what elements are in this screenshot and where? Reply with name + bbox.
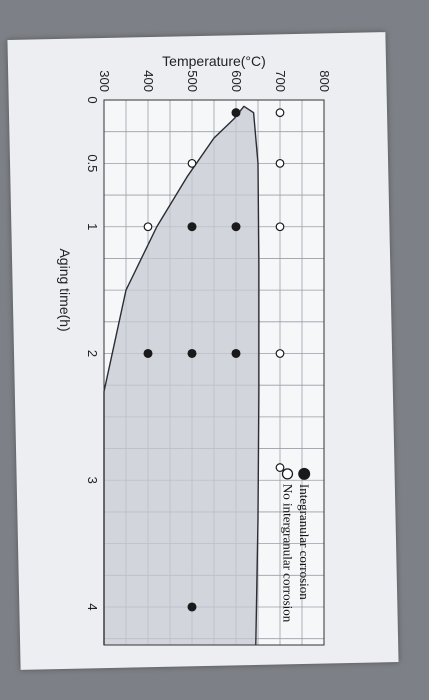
- point-no-intergranular-corrosion: [275, 463, 285, 472]
- point-no-intergranular-corrosion: [275, 349, 285, 358]
- legend-marker-integranular: [298, 467, 311, 480]
- y-axis-label: Temperature(°C): [162, 53, 266, 69]
- point-intergranular-corrosion: [231, 222, 241, 232]
- point-intergranular-corrosion: [187, 602, 197, 612]
- x-tick-label: 0.5: [85, 154, 100, 172]
- point-intergranular-corrosion: [187, 222, 197, 232]
- point-intergranular-corrosion: [187, 348, 197, 358]
- x-tick-label: 0: [85, 96, 100, 103]
- point-no-intergranular-corrosion: [143, 222, 153, 232]
- x-tick-label: 3: [85, 477, 100, 484]
- x-tick-label: 1: [85, 223, 100, 230]
- data-points: [143, 108, 285, 612]
- y-tick-label: 300: [97, 70, 112, 92]
- x-tick-label: 4: [85, 603, 100, 610]
- point-intergranular-corrosion: [231, 348, 241, 358]
- point-intergranular-corrosion: [143, 348, 153, 358]
- y-tick-label: 500: [185, 70, 200, 92]
- point-no-intergranular-corrosion: [275, 222, 285, 232]
- corrosion-region-fill: [104, 106, 259, 645]
- point-no-intergranular-corrosion: [275, 108, 285, 118]
- point-intergranular-corrosion: [231, 108, 241, 118]
- y-tick-label: 700: [273, 70, 288, 92]
- tick-labels: 300 400 500 600 700 800 0 0.5 1 2 3 4: [85, 70, 332, 610]
- legend: Integranular corrosion No intergranular …: [280, 467, 312, 623]
- legend-label-no-intergranular: No intergranular corrosion: [280, 484, 295, 623]
- y-tick-label: 400: [141, 70, 156, 92]
- x-tick-label: 2: [85, 350, 100, 357]
- point-no-intergranular-corrosion: [187, 158, 197, 168]
- y-tick-label: 800: [317, 70, 332, 92]
- y-tick-label: 600: [229, 70, 244, 92]
- legend-label-integranular: Integranular corrosion: [297, 484, 312, 600]
- x-axis-label: Aging time(h): [57, 248, 73, 331]
- legend-marker-no-intergranular: [281, 468, 294, 480]
- plot-frame: [103, 99, 325, 646]
- point-no-intergranular-corrosion: [275, 158, 285, 168]
